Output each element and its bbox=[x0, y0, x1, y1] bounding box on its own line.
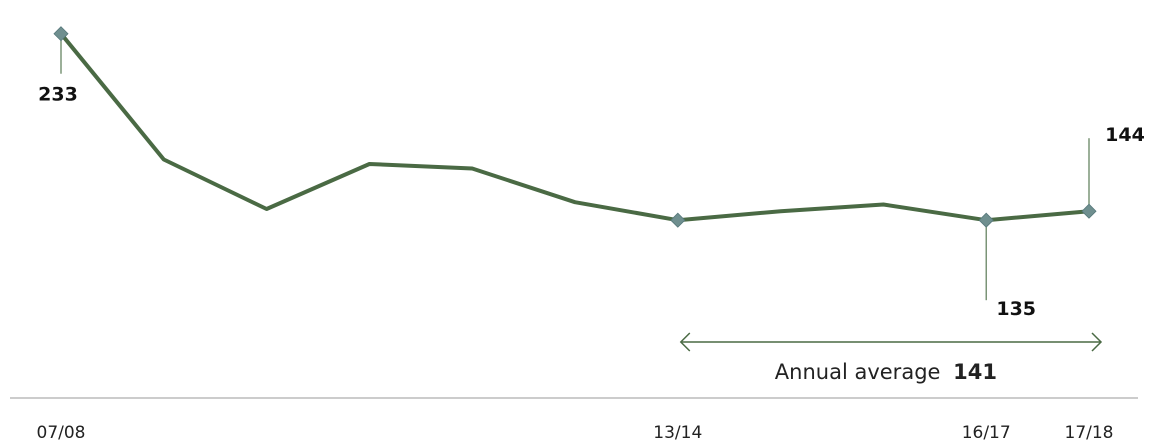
data-point-marker bbox=[1081, 203, 1097, 219]
series-line bbox=[59, 31, 1091, 223]
data-point-marker bbox=[978, 212, 994, 228]
leader-lines bbox=[60, 33, 1090, 301]
data-point-marker bbox=[53, 26, 69, 42]
average-label: Annual average 141 bbox=[775, 360, 997, 384]
data-label: 144 bbox=[1105, 124, 1145, 146]
series-markers bbox=[53, 26, 1097, 228]
average-arrow-right-head bbox=[1091, 332, 1103, 352]
x-tick-label: 16/17 bbox=[962, 423, 1011, 443]
data-labels: 233 135 144 bbox=[38, 84, 1145, 320]
average-value: 141 bbox=[953, 360, 997, 384]
average-annotation: Annual average 141 bbox=[679, 332, 1103, 384]
data-point-marker bbox=[670, 212, 686, 228]
x-tick-label: 17/18 bbox=[1065, 423, 1114, 443]
average-label-text: Annual average bbox=[775, 360, 941, 384]
average-arrow-left-head bbox=[679, 332, 691, 352]
x-tick-label: 07/08 bbox=[37, 423, 86, 443]
data-label: 135 bbox=[996, 298, 1036, 320]
x-tick-labels: 07/08 13/14 16/17 17/18 bbox=[37, 423, 1114, 443]
data-label: 233 bbox=[38, 84, 78, 106]
x-tick-label: 13/14 bbox=[653, 423, 702, 443]
